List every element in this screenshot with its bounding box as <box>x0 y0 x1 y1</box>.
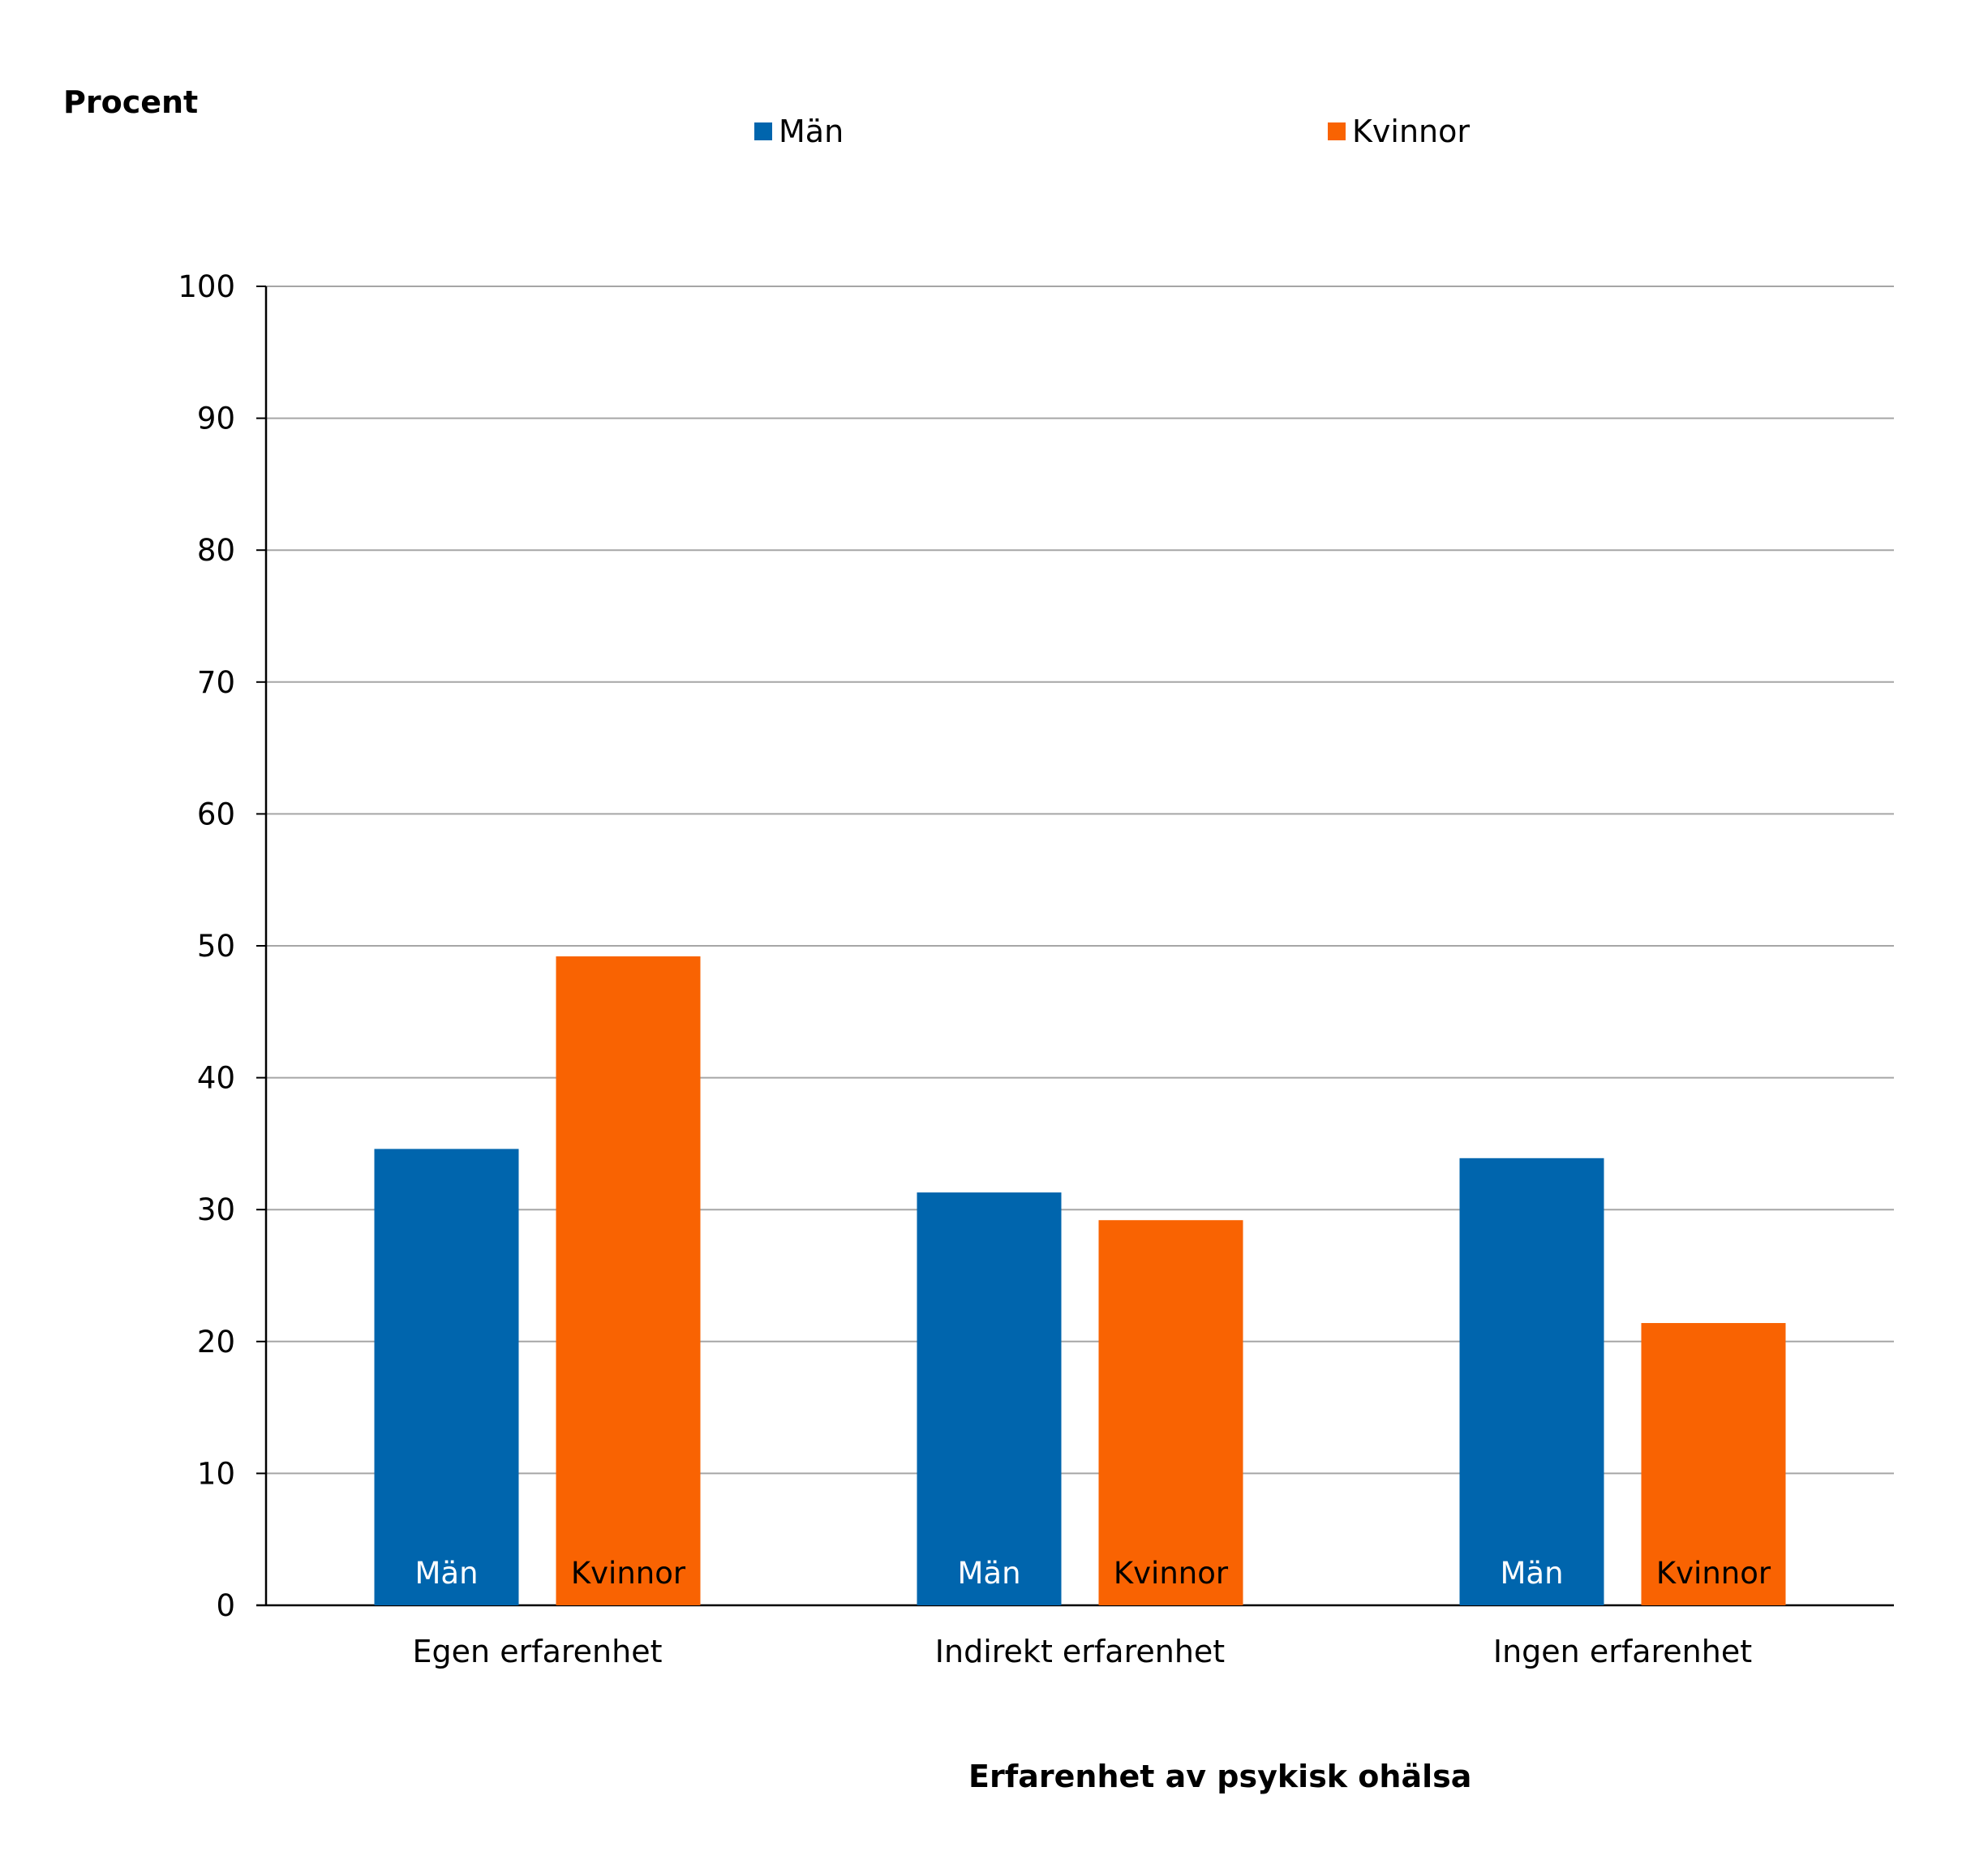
y-tick-label: 10 <box>197 1456 235 1491</box>
legend-swatch-kvinnor <box>1328 122 1346 140</box>
legend-label-man: Män <box>779 114 844 149</box>
bar-man <box>374 1149 519 1605</box>
bar-inner-label: Kvinnor <box>1656 1556 1771 1591</box>
y-tick-label: 70 <box>197 665 235 700</box>
bar-kvinnor <box>1098 1220 1243 1605</box>
bar-inner-label: Män <box>1500 1556 1563 1591</box>
y-tick-label: 40 <box>197 1061 235 1096</box>
y-tick-label: 100 <box>178 269 235 304</box>
x-axis-title: Erfarenhet av psykisk ohälsa <box>968 1759 1472 1794</box>
bar-kvinnor <box>1641 1323 1786 1605</box>
y-tick-label: 90 <box>197 402 235 436</box>
bar-inner-label: Kvinnor <box>571 1556 686 1591</box>
x-tick-label: Egen erfarenhet <box>413 1634 663 1669</box>
legend-item-kvinnor: Kvinnor <box>1328 114 1470 149</box>
bar-inner-label: Män <box>414 1556 478 1591</box>
legend-swatch-man <box>754 122 772 140</box>
y-tick-label: 30 <box>197 1192 235 1227</box>
y-tick-label: 50 <box>197 929 235 964</box>
x-tick-label: Ingen erfarenhet <box>1493 1634 1752 1669</box>
bar-man <box>1459 1158 1604 1605</box>
bar-inner-label: Män <box>957 1556 1020 1591</box>
y-tick-label: 20 <box>197 1325 235 1360</box>
bar-kvinnor <box>556 956 701 1605</box>
bar-man <box>917 1192 1062 1605</box>
y-tick-label: 60 <box>197 797 235 831</box>
legend-item-man: Män <box>754 114 844 149</box>
y-axis-title: Procent <box>63 84 199 120</box>
bar-inner-label: Kvinnor <box>1114 1556 1229 1591</box>
x-tick-label: Indirekt erfarenhet <box>935 1634 1225 1669</box>
legend-label-kvinnor: Kvinnor <box>1352 114 1471 149</box>
y-tick-label: 0 <box>216 1588 235 1623</box>
y-tick-label: 80 <box>197 533 235 568</box>
